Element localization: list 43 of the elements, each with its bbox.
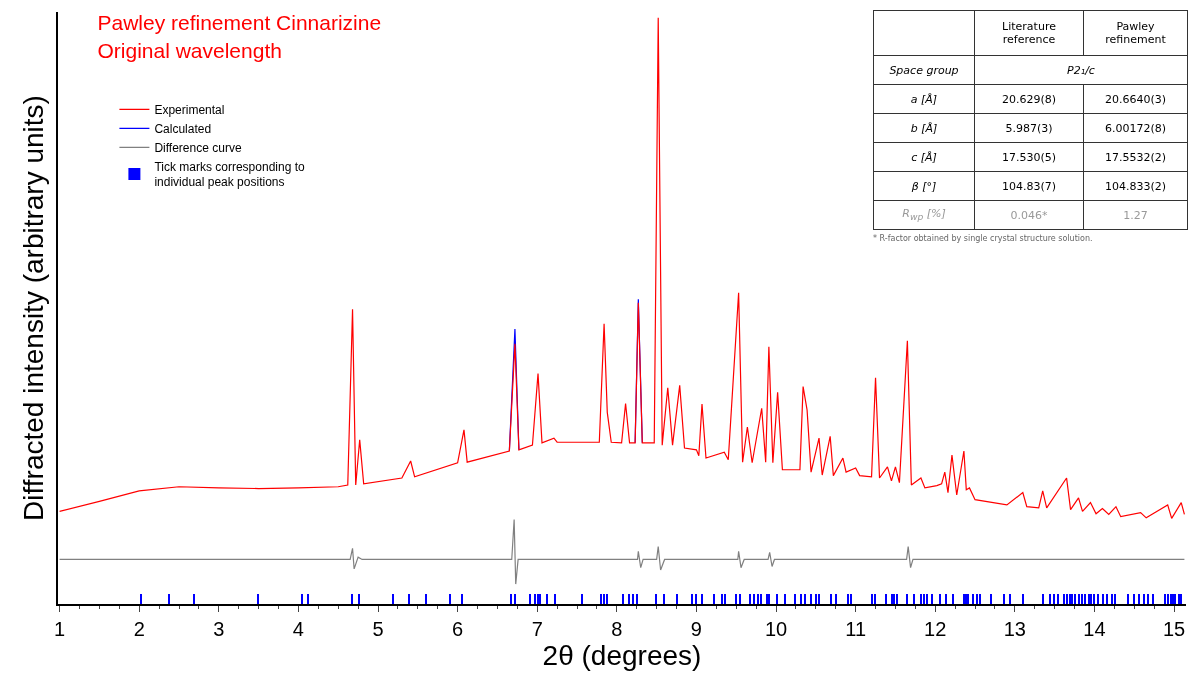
annotation: 0.046* (974, 200, 1084, 230)
legend-label: Experimental (154, 103, 225, 118)
annotation: 6.00172(8) (1083, 113, 1188, 143)
y-axis-title: Diffracted intensity (arbitrary units) (18, 95, 50, 521)
annotation: 104.833(2) (1083, 171, 1188, 201)
text: Original wavelength (97, 38, 282, 62)
x-tick-label: 13 (1003, 617, 1026, 640)
annotation: R$_{wp}$ [%] (873, 200, 975, 230)
x-tick-label: 3 (213, 617, 225, 640)
annotation: Pawley refinement (1083, 10, 1188, 56)
annotation: 20.6640(3) (1083, 84, 1188, 114)
x-tick-label: 5 (372, 617, 384, 640)
annotation: 20.629(8) (974, 84, 1084, 114)
x-tick-label: 1 (54, 617, 66, 640)
annotation: 104.83(7) (974, 171, 1084, 201)
legend-label: Tick marks corresponding to individual peak positions (154, 159, 305, 190)
x-tick-label: 6 (452, 617, 464, 640)
annotation: Literature reference (974, 10, 1084, 56)
annotation: 17.530(5) (974, 142, 1084, 172)
x-axis-title: 2θ (degrees) (542, 639, 702, 671)
x-tick-label: 9 (690, 617, 702, 640)
annotation: 5.987(3) (974, 113, 1084, 143)
annotation: a [Å] (873, 84, 975, 114)
annotation: Space group (873, 55, 975, 85)
annotation: c [Å] (873, 142, 975, 172)
x-tick-label: 8 (611, 617, 623, 640)
legend-label: Calculated (154, 122, 212, 137)
annotation: 1.27 (1083, 200, 1188, 230)
x-tick-label: 11 (845, 617, 867, 640)
x-tick-label: 12 (924, 617, 947, 640)
x-tick-label: 7 (531, 617, 543, 640)
legend-label: Difference curve (154, 141, 242, 156)
annotation: b [Å] (873, 113, 975, 143)
x-tick-label: 14 (1083, 617, 1106, 640)
x-tick-label: 10 (764, 617, 788, 640)
annotation: 17.5532(2) (1083, 142, 1188, 172)
x-tick-label: 15 (1162, 617, 1186, 640)
annotation: * R-factor obtained by single crystal structure solution. (873, 234, 1094, 243)
annotation: β [°] (873, 171, 975, 201)
annotation: P2₁/c (974, 55, 1188, 85)
x-tick-label: 4 (292, 617, 304, 640)
chart-title: Pawley refinement Cinnarizine (97, 11, 382, 35)
x-tick-label: 2 (133, 617, 145, 640)
